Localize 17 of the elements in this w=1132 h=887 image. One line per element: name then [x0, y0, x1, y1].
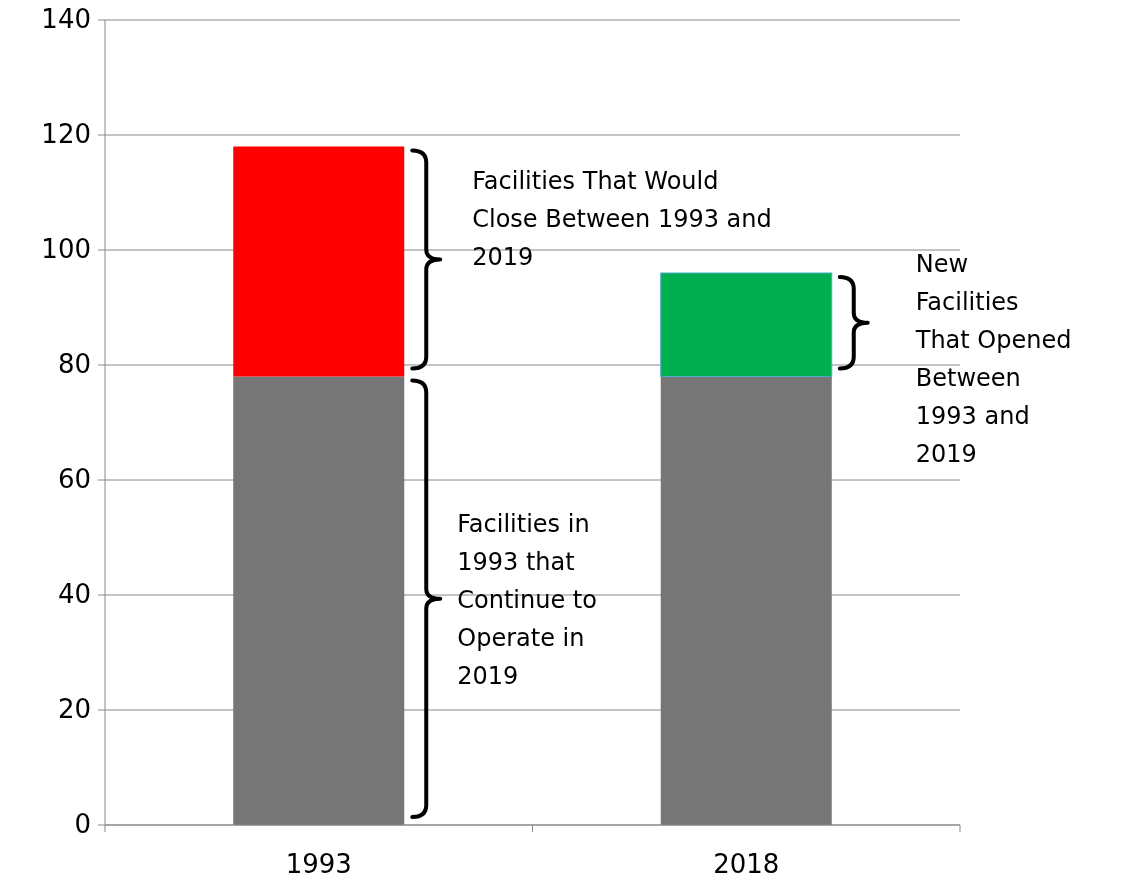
x-tick-label: 2018	[713, 849, 780, 879]
y-tick-label: 80	[57, 348, 91, 379]
y-tick-label: 40	[57, 578, 91, 609]
annotation: New Facilities That Opened Between 1993 and 2019	[914, 250, 1072, 468]
bar	[233, 146, 405, 377]
bar	[233, 376, 405, 825]
bar	[660, 272, 833, 377]
y-tick-label: 100	[41, 233, 91, 264]
annotation: Facilities in 1993 that Continue to Operate in 2019	[457, 509, 597, 690]
y-tick-label: 140	[41, 3, 91, 34]
y-tick-label: 60	[57, 463, 91, 494]
x-tick-label: 1993	[285, 849, 352, 879]
y-tick-label: 20	[57, 693, 91, 724]
bar	[660, 376, 832, 825]
y-tick-label: 120	[41, 118, 91, 149]
y-tick-label: 0	[74, 808, 91, 839]
annotation: Facilities That Would Close Between 1993 and 2019	[472, 166, 772, 271]
